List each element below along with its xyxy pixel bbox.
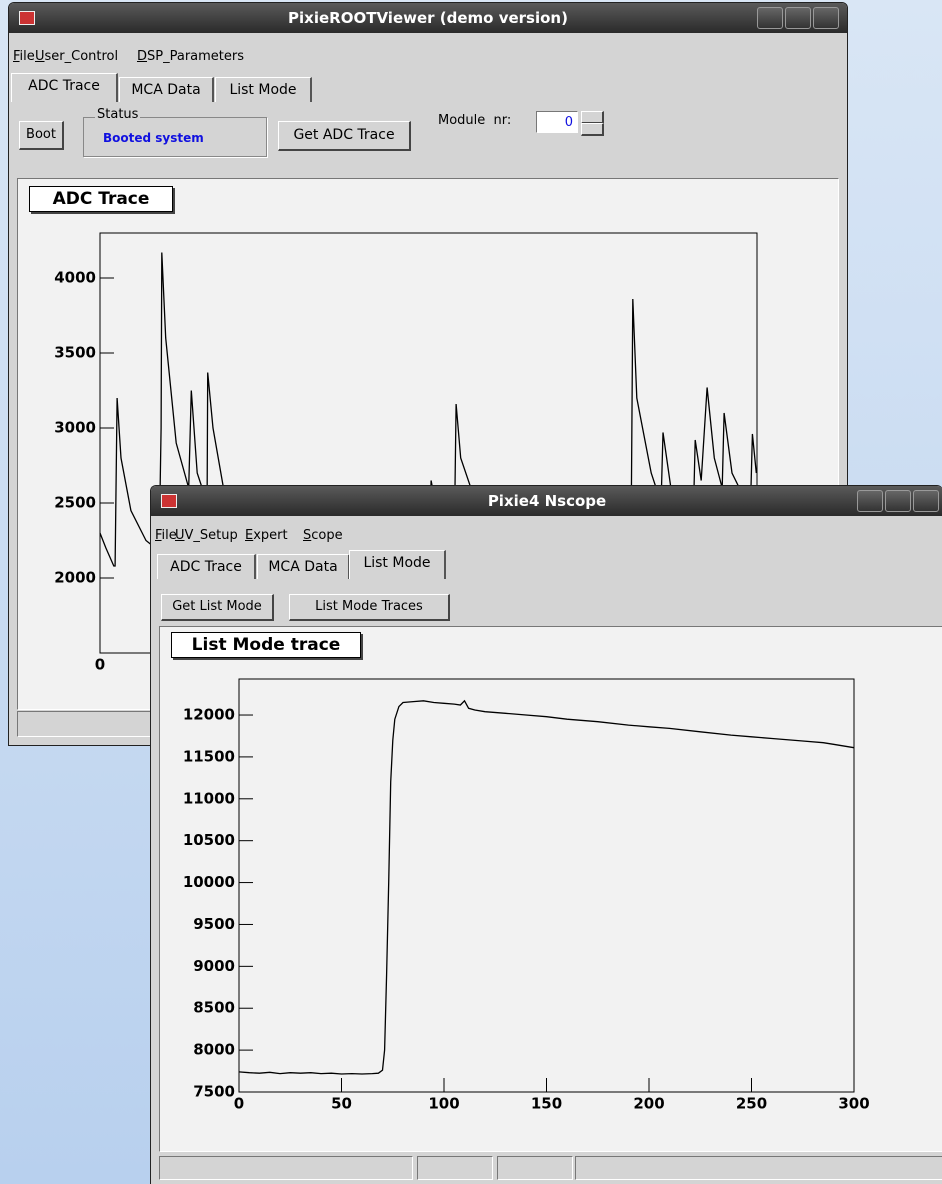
y-tick-label: 9000 [193,957,235,975]
button[interactable]: Get ADC Trace [278,121,411,151]
y-tick-label: 2000 [54,569,96,587]
x-tick-label: 300 [838,1095,869,1113]
chart-title: ADC Trace [29,186,173,212]
menu-item[interactable]: Scope [303,528,343,543]
number-field[interactable]: 0 [536,111,578,133]
y-tick-label: 3000 [54,419,96,437]
x-tick-label: 250 [736,1095,767,1113]
menu-item[interactable]: UV_Setup [175,528,238,543]
y-tick-label: 8500 [193,999,235,1017]
y-tick-label: 11500 [183,747,235,765]
x-tick-label: 200 [633,1095,664,1113]
title-bar: PixieROOTViewer (demo version) [9,3,847,33]
chart-title: List Mode trace [171,632,361,658]
y-tick-label: 2500 [54,494,96,512]
maximize-button[interactable] [885,490,911,512]
status-group [83,117,267,157]
button[interactable]: Get List Mode [161,594,274,621]
window: Pixie4 Nscope File UV_Setup Expert Scope… [150,485,942,1184]
x-tick-label: 50 [331,1095,352,1113]
status-segment [159,1156,413,1180]
tab[interactable]: MCA Data [257,554,350,579]
close-button[interactable] [913,490,939,512]
maximize-button[interactable] [785,7,811,29]
chart: 7500 8000 8500 9000 9500 10000 10500 11000 11500… [183,678,870,1113]
menu-item[interactable]: Expert [245,528,288,543]
window: PixieROOTViewer (demo version) File User… [8,2,848,746]
status-segment [497,1156,573,1180]
tab[interactable]: List Mode [215,77,312,102]
y-tick-label: 4000 [54,269,96,287]
status-segment [575,1156,942,1180]
tab[interactable]: ADC Trace [157,554,256,579]
y-tick-label: 7500 [193,1083,235,1101]
y-tick-label: 9500 [193,915,235,933]
window-title: PixieROOTViewer (demo version) [288,9,568,27]
canvas [159,626,942,1152]
y-tick-label: 8000 [193,1041,235,1059]
button[interactable]: Boot [19,121,64,150]
title-bar: Pixie4 Nscope [151,486,942,516]
tab[interactable]: MCA Data [119,77,214,102]
window-icon[interactable] [19,11,35,25]
button[interactable]: List Mode Traces [289,594,450,621]
menu-item[interactable]: DSP_Parameters [137,49,245,64]
x-tick-label: 100 [428,1095,459,1113]
y-tick-label: 3500 [54,344,96,362]
y-tick-label: 10500 [183,831,235,849]
status-segment [417,1156,493,1180]
trace [238,699,855,1075]
window-icon[interactable] [161,494,177,508]
menu-item[interactable]: File [13,49,35,64]
plot-frame [238,678,855,1093]
status-text: Booted system [103,131,204,145]
x-tick-label: 0 [234,1095,244,1113]
x-tick-label: 150 [531,1095,562,1113]
spin-down[interactable] [581,123,604,136]
tab[interactable]: List Mode [349,550,446,579]
field-label: Module nr: [438,113,512,128]
menu-item[interactable]: File [155,528,177,543]
minimize-button[interactable] [757,7,783,29]
window-title: Pixie4 Nscope [487,492,607,510]
y-tick-label: 11000 [183,789,235,807]
tab[interactable]: ADC Trace [11,73,118,102]
menu-item[interactable]: User_Control [35,49,119,64]
y-tick-label: 12000 [183,706,235,724]
x-tick-label: 0 [95,656,105,674]
y-tick-label: 10000 [183,873,235,891]
group-label: Status [95,107,141,122]
close-button[interactable] [813,7,839,29]
minimize-button[interactable] [857,490,883,512]
